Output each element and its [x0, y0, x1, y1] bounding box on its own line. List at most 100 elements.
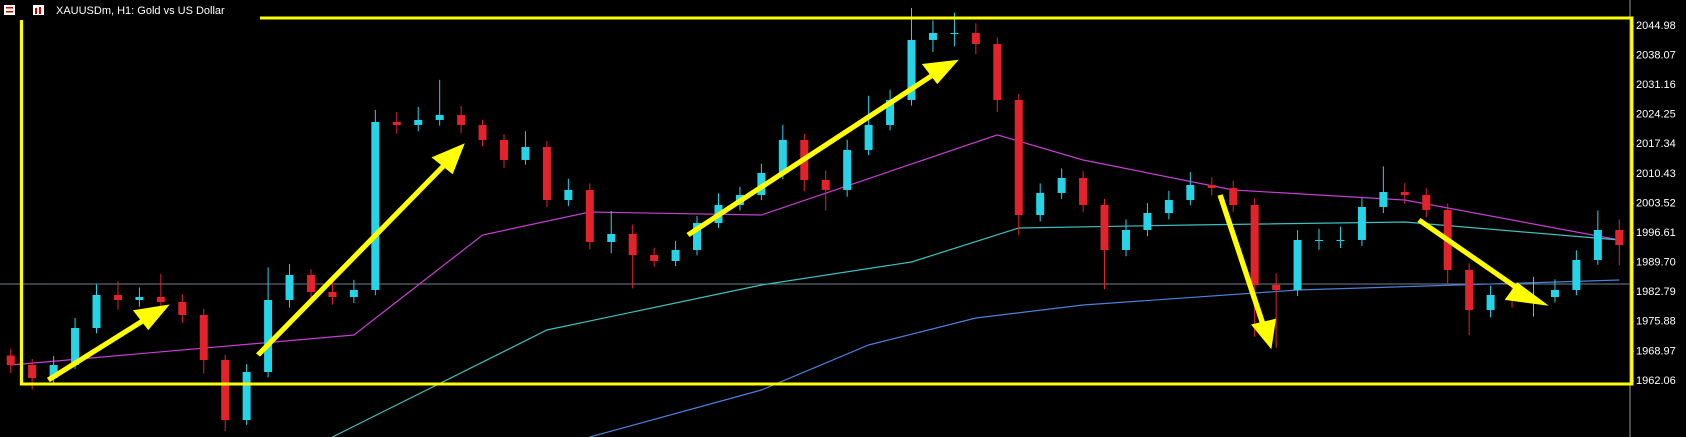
arrow-head: [132, 304, 170, 331]
candle-body: [306, 274, 315, 292]
annotations: [19, 16, 1634, 386]
candle-body: [414, 119, 423, 125]
candle-body: [6, 355, 15, 365]
candle-body: [199, 314, 208, 360]
candle-body: [542, 146, 551, 200]
candle-body: [1357, 206, 1366, 240]
candle-body: [1207, 184, 1216, 188]
y-tick-label: 2010.43: [1636, 168, 1676, 180]
candle-body: [778, 139, 787, 173]
candle-body: [1315, 239, 1324, 241]
candle-body: [135, 296, 144, 300]
candle-body: [1593, 229, 1602, 260]
candle-body: [1014, 99, 1023, 215]
icon-line: [6, 7, 13, 9]
arrow-head: [921, 59, 959, 85]
arrow: [256, 158, 452, 357]
candle-body: [1186, 184, 1195, 200]
candle-body: [1336, 239, 1345, 241]
y-tick-label: 2024.25: [1636, 109, 1676, 121]
candle-body: [607, 233, 616, 242]
candle-body: [478, 124, 487, 140]
candle-body: [285, 274, 294, 300]
y-tick-label: 2038.07: [1636, 49, 1676, 61]
moving-average: [10, 134, 1620, 366]
icon-bar: [39, 7, 41, 14]
icon[interactable]: [4, 5, 15, 15]
candle-body: [928, 32, 937, 40]
candle-body: [971, 32, 980, 44]
candle-body: [757, 172, 766, 195]
candle-body: [521, 146, 530, 160]
header-icons[interactable]: [4, 5, 44, 15]
candle-body: [49, 364, 58, 379]
icon[interactable]: [33, 5, 44, 15]
candle-body: [113, 294, 122, 300]
candle-body: [1486, 294, 1495, 310]
candle-body: [500, 139, 509, 160]
candle-body: [1572, 259, 1581, 290]
candle-body: [993, 43, 1002, 100]
candle-body: [242, 372, 251, 421]
candle-body: [371, 121, 380, 290]
y-tick-label: 2017.34: [1636, 138, 1676, 150]
arrow-head: [1250, 318, 1277, 350]
icon-line: [6, 11, 13, 13]
candle-body: [1057, 177, 1066, 193]
candle-body: [1293, 239, 1302, 290]
y-tick-label: 1962.06: [1636, 375, 1676, 387]
candle-body: [435, 114, 444, 120]
y-tick-label: 2003.52: [1636, 197, 1676, 209]
candle-body: [28, 364, 37, 379]
candle-body: [392, 121, 401, 125]
icon-bar: [35, 8, 37, 14]
candle-body: [650, 254, 659, 261]
y-tick-label: 2044.98: [1636, 20, 1676, 32]
arrows: [46, 59, 1549, 383]
candle-body: [349, 289, 358, 297]
candle-body: [1079, 177, 1088, 205]
candle-body: [564, 189, 573, 200]
y-tick-label: 1975.88: [1636, 316, 1676, 328]
candle-body: [1036, 192, 1045, 215]
candle-body: [1164, 199, 1173, 213]
candle-body: [1143, 212, 1152, 230]
candle-body: [178, 302, 187, 315]
candle-body: [1379, 191, 1388, 207]
y-tick-label: 2031.16: [1636, 79, 1676, 91]
candle-body: [907, 39, 916, 100]
y-tick-label: 1989.70: [1636, 257, 1676, 269]
header-bg: [0, 0, 260, 20]
candle-body: [864, 124, 873, 150]
candle-body: [1100, 204, 1109, 250]
candle-body: [628, 233, 637, 255]
arrow: [46, 313, 153, 383]
arrow: [1217, 194, 1267, 329]
candle-body: [1229, 187, 1238, 205]
candle-body: [1465, 269, 1474, 310]
candle-body: [886, 99, 895, 125]
candle-body: [156, 296, 165, 303]
y-tick-label: 1968.97: [1636, 345, 1676, 357]
candle-body: [1422, 194, 1431, 210]
highlight-box: [19, 16, 1634, 386]
candle-body: [671, 249, 680, 261]
candle-body: [71, 327, 80, 365]
candle-body: [1250, 204, 1259, 285]
arrow: [686, 69, 939, 238]
candle-body: [1121, 229, 1130, 250]
moving-average: [332, 221, 1620, 437]
candle-body: [1550, 289, 1559, 297]
arrow: [1417, 217, 1526, 296]
candle-body: [328, 291, 337, 297]
candle-body: [221, 359, 230, 421]
arrow-head: [431, 143, 465, 175]
candle-body: [585, 189, 594, 242]
candle-body: [821, 179, 830, 190]
candle-body: [264, 299, 273, 373]
candle-body: [1400, 191, 1409, 195]
